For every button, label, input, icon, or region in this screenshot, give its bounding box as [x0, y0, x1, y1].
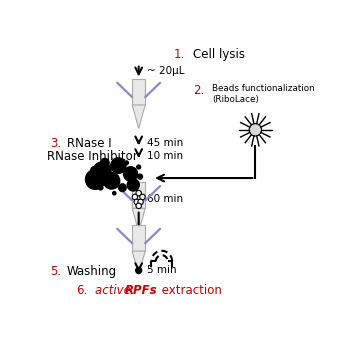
Text: 2.: 2. — [193, 84, 204, 97]
Text: Beads functionalization (RiboLace): Beads functionalization (RiboLace) — [212, 84, 315, 104]
Circle shape — [136, 203, 141, 209]
Circle shape — [119, 184, 126, 192]
Text: 45 min: 45 min — [147, 138, 183, 148]
Circle shape — [138, 174, 142, 179]
Circle shape — [137, 165, 141, 169]
Circle shape — [136, 190, 141, 196]
Text: RNase I: RNase I — [67, 137, 111, 150]
Circle shape — [136, 267, 142, 274]
Text: 3.: 3. — [50, 137, 62, 150]
Text: Washing: Washing — [67, 265, 117, 278]
Circle shape — [100, 159, 109, 167]
Circle shape — [113, 192, 116, 195]
Polygon shape — [132, 105, 145, 129]
Circle shape — [127, 179, 139, 191]
Polygon shape — [132, 251, 145, 275]
Circle shape — [104, 173, 120, 189]
Circle shape — [87, 181, 93, 186]
Text: active: active — [95, 284, 135, 297]
Text: 5 min: 5 min — [147, 265, 176, 275]
Text: 10 min: 10 min — [147, 151, 183, 161]
Circle shape — [93, 162, 111, 180]
Text: 5.: 5. — [50, 265, 62, 278]
Text: RNase Inhibitor: RNase Inhibitor — [47, 150, 138, 164]
Bar — [132, 225, 145, 251]
Text: 1.: 1. — [174, 48, 185, 62]
Circle shape — [249, 124, 261, 136]
Circle shape — [85, 169, 105, 189]
Text: Cell lysis: Cell lysis — [193, 48, 245, 62]
Circle shape — [111, 158, 126, 173]
Text: ~ 20µL: ~ 20µL — [147, 66, 184, 76]
Circle shape — [125, 161, 128, 165]
Bar — [132, 182, 145, 208]
Circle shape — [138, 199, 143, 205]
Bar — [132, 79, 145, 105]
Text: extraction: extraction — [158, 284, 222, 297]
Circle shape — [124, 167, 138, 181]
Polygon shape — [132, 208, 145, 232]
Circle shape — [140, 194, 145, 200]
Circle shape — [99, 185, 103, 190]
Circle shape — [91, 167, 97, 173]
Text: 60 min: 60 min — [147, 194, 183, 204]
Circle shape — [134, 199, 140, 205]
Circle shape — [132, 194, 138, 200]
Text: 6.: 6. — [76, 284, 88, 297]
Text: RPFs: RPFs — [125, 284, 158, 297]
